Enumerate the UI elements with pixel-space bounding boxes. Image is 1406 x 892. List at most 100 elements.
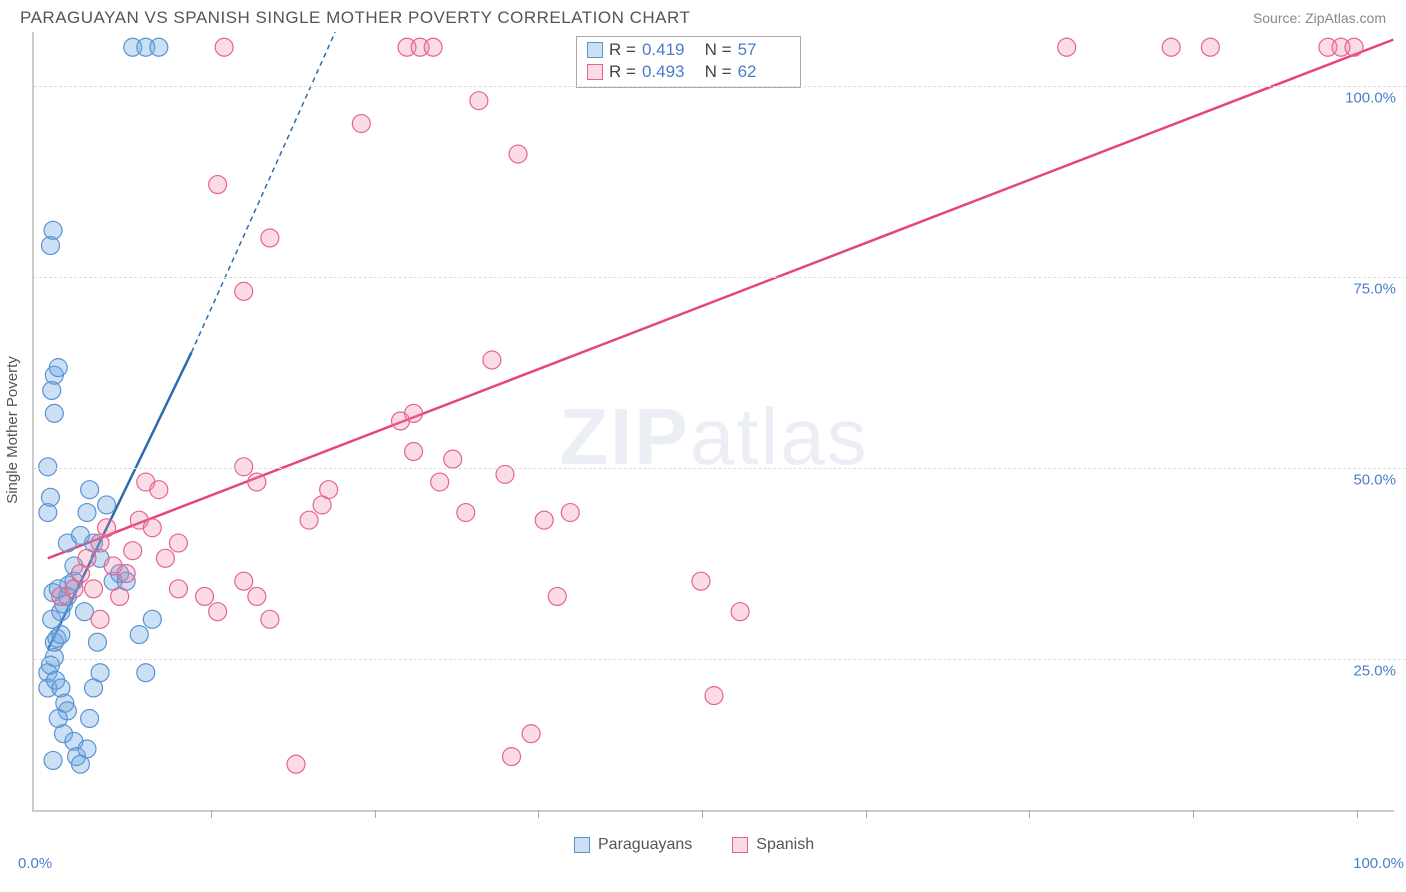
- data-point: [209, 603, 227, 621]
- data-point: [130, 626, 148, 644]
- source-label: Source: ZipAtlas.com: [1253, 10, 1386, 26]
- data-point: [117, 565, 135, 583]
- data-point: [98, 496, 116, 514]
- data-point: [78, 740, 96, 758]
- data-point: [156, 549, 174, 567]
- y-tick-label: 100.0%: [1345, 89, 1396, 106]
- data-point: [91, 610, 109, 628]
- stat-r-label: R =: [609, 62, 636, 82]
- data-point: [45, 404, 63, 422]
- x-tick: [211, 810, 212, 818]
- data-point: [261, 610, 279, 628]
- data-point: [85, 580, 103, 598]
- data-point: [235, 572, 253, 590]
- y-axis-label: Single Mother Poverty: [4, 356, 21, 504]
- data-point: [49, 359, 67, 377]
- gridline: [34, 86, 1406, 87]
- data-point: [1345, 38, 1363, 56]
- data-point: [235, 458, 253, 476]
- data-point: [44, 751, 62, 769]
- data-point: [352, 115, 370, 133]
- stat-r-value: 0.419: [642, 40, 694, 60]
- gridline: [34, 659, 1406, 660]
- x-tick: [375, 810, 376, 818]
- data-point: [561, 504, 579, 522]
- legend-label: Spanish: [756, 836, 814, 854]
- data-point: [424, 38, 442, 56]
- stat-n-value: 62: [738, 62, 790, 82]
- data-point: [300, 511, 318, 529]
- legend-swatch: [587, 42, 603, 58]
- legend-label: Paraguayans: [598, 836, 692, 854]
- x-tick: [866, 810, 867, 818]
- y-tick-label: 75.0%: [1353, 280, 1396, 297]
- data-point: [1201, 38, 1219, 56]
- x-axis-max-label: 100.0%: [1353, 855, 1404, 872]
- data-point: [320, 481, 338, 499]
- data-point: [169, 534, 187, 552]
- data-point: [548, 587, 566, 605]
- data-point: [98, 519, 116, 537]
- legend-item: Paraguayans: [574, 836, 692, 854]
- data-point: [78, 504, 96, 522]
- data-point: [1162, 38, 1180, 56]
- y-tick-label: 50.0%: [1353, 471, 1396, 488]
- gridline: [34, 277, 1406, 278]
- stat-n-label: N =: [700, 62, 732, 82]
- data-point: [405, 404, 423, 422]
- x-tick: [1029, 810, 1030, 818]
- data-point: [111, 587, 129, 605]
- data-point: [731, 603, 749, 621]
- legend-swatch: [574, 837, 590, 853]
- x-tick: [1193, 810, 1194, 818]
- chart-plot-area: ZIPatlas R =0.419 N =57R =0.493 N =62 0.…: [32, 32, 1394, 812]
- y-tick-label: 25.0%: [1353, 663, 1396, 680]
- data-point: [150, 38, 168, 56]
- data-point: [124, 542, 142, 560]
- stat-n-value: 57: [738, 40, 790, 60]
- data-point: [287, 755, 305, 773]
- scatter-svg: [34, 32, 1394, 810]
- chart-title: PARAGUAYAN VS SPANISH SINGLE MOTHER POVE…: [20, 8, 690, 28]
- data-point: [261, 229, 279, 247]
- data-point: [483, 351, 501, 369]
- data-point: [78, 549, 96, 567]
- data-point: [705, 687, 723, 705]
- stat-r-label: R =: [609, 40, 636, 60]
- data-point: [1058, 38, 1076, 56]
- data-point: [81, 481, 99, 499]
- data-point: [509, 145, 527, 163]
- x-tick: [1357, 810, 1358, 818]
- data-point: [41, 488, 59, 506]
- data-point: [503, 748, 521, 766]
- data-point: [522, 725, 540, 743]
- legend-item: Spanish: [732, 836, 814, 854]
- data-point: [196, 587, 214, 605]
- x-tick: [702, 810, 703, 818]
- correlation-stats-box: R = 0.419 N = 57 R = 0.493 N = 62: [576, 36, 801, 88]
- data-point: [248, 473, 266, 491]
- stat-r-value: 0.493: [642, 62, 694, 82]
- stat-n-label: N =: [700, 40, 732, 60]
- data-point: [91, 664, 109, 682]
- data-point: [39, 458, 57, 476]
- data-point: [535, 511, 553, 529]
- data-point: [81, 709, 99, 727]
- x-axis-min-label: 0.0%: [18, 855, 52, 872]
- data-point: [150, 481, 168, 499]
- data-point: [457, 504, 475, 522]
- data-point: [444, 450, 462, 468]
- data-point: [44, 221, 62, 239]
- data-point: [143, 610, 161, 628]
- data-point: [692, 572, 710, 590]
- data-point: [235, 282, 253, 300]
- gridline: [34, 468, 1406, 469]
- data-point: [405, 443, 423, 461]
- data-point: [470, 92, 488, 110]
- data-point: [137, 664, 155, 682]
- data-point: [248, 587, 266, 605]
- series-legend: Paraguayans Spanish: [574, 836, 814, 854]
- legend-swatch: [587, 64, 603, 80]
- legend-swatch: [732, 837, 748, 853]
- data-point: [143, 519, 161, 537]
